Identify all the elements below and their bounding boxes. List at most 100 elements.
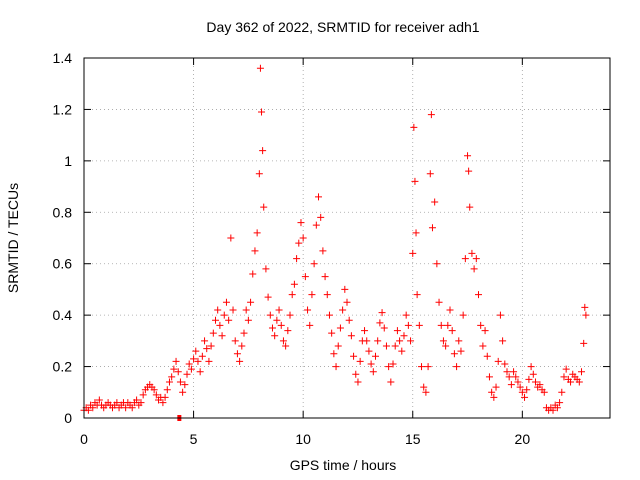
data-point: [284, 327, 292, 335]
data-point: [411, 177, 419, 185]
data-point: [133, 396, 141, 404]
data-point: [172, 357, 180, 365]
y-tick-label: 0.6: [53, 256, 73, 272]
data-point: [266, 311, 274, 319]
data-point: [229, 306, 237, 314]
data-point: [393, 327, 401, 335]
data-point: [249, 270, 257, 278]
data-point: [437, 321, 445, 329]
data-point: [367, 360, 375, 368]
data-point: [332, 363, 340, 371]
data-point: [477, 321, 485, 329]
data-point: [578, 368, 586, 376]
data-point: [343, 298, 351, 306]
data-point: [448, 327, 456, 335]
data-point: [426, 170, 434, 178]
data-point: [297, 219, 305, 227]
data-point: [422, 388, 430, 396]
data-point: [308, 291, 316, 299]
data-point: [580, 339, 588, 347]
data-point: [398, 347, 406, 355]
data-point: [404, 321, 412, 329]
data-point: [483, 352, 491, 360]
data-point: [525, 375, 533, 383]
data-point: [581, 303, 589, 311]
data-point: [212, 316, 219, 324]
data-point: [413, 291, 421, 299]
data-point: [389, 360, 397, 368]
data-point: [428, 224, 436, 232]
x-axis-label: GPS time / hours: [290, 457, 397, 473]
data-point: [207, 342, 215, 350]
x-tick-label: 10: [295, 431, 311, 447]
data-point: [369, 368, 377, 376]
data-point: [536, 381, 544, 389]
data-point: [312, 221, 320, 229]
data-point: [275, 306, 283, 314]
data-point: [512, 373, 520, 381]
data-point: [321, 273, 329, 281]
data-point: [505, 373, 513, 381]
data-point: [540, 388, 548, 396]
data-point: [562, 365, 570, 373]
data-point: [396, 337, 404, 345]
data-point: [479, 342, 487, 350]
data-point: [531, 378, 539, 386]
data-point: [194, 357, 202, 365]
y-axis-label: SRMTID / TECUs: [5, 183, 21, 293]
data-point: [410, 123, 418, 131]
data-point: [179, 388, 187, 396]
data-series-srmtid: [80, 64, 590, 421]
data-point: [150, 386, 158, 394]
data-point: [122, 404, 130, 412]
data-point: [461, 255, 469, 263]
data-point: [225, 316, 233, 324]
data-point: [350, 352, 358, 360]
axis-ticks: 0 0.2 0.4 0.6 0.8 1 1.2 1.4 0 5 10 15 20: [53, 50, 610, 447]
data-point: [529, 370, 537, 378]
data-point: [575, 378, 583, 386]
data-point: [439, 337, 447, 345]
data-point: [209, 329, 217, 337]
data-point: [442, 342, 450, 350]
data-point: [251, 247, 259, 255]
data-point: [216, 321, 224, 329]
data-point: [295, 239, 303, 247]
data-point: [431, 198, 439, 206]
data-point: [113, 399, 121, 407]
data-point: [363, 337, 371, 345]
data-point: [339, 306, 347, 314]
data-point: [455, 337, 463, 345]
data-point: [345, 316, 353, 324]
data-point: [354, 378, 362, 386]
data-point: [409, 249, 417, 257]
data-point: [472, 255, 480, 263]
x-tick-label: 20: [515, 431, 531, 447]
data-point: [371, 352, 379, 360]
data-point: [205, 357, 213, 365]
data-point: [238, 342, 246, 350]
data-point: [468, 249, 476, 257]
data-point: [558, 388, 566, 396]
data-point: [240, 329, 248, 337]
data-point: [501, 360, 509, 368]
data-point: [273, 316, 281, 324]
data-point: [264, 293, 272, 301]
data-point: [244, 316, 252, 324]
data-point: [514, 378, 522, 386]
data-point: [336, 324, 344, 332]
data-point: [503, 368, 511, 376]
data-point: [365, 347, 373, 355]
data-point: [453, 363, 461, 371]
data-point: [256, 64, 264, 72]
data-point: [258, 108, 266, 116]
data-point: [236, 357, 244, 365]
x-tick-label: 0: [80, 431, 88, 447]
data-point: [376, 319, 384, 327]
data-point: [481, 327, 489, 335]
data-point: [174, 368, 182, 376]
data-point: [518, 388, 526, 396]
data-point: [183, 370, 191, 378]
data-point: [347, 332, 355, 340]
